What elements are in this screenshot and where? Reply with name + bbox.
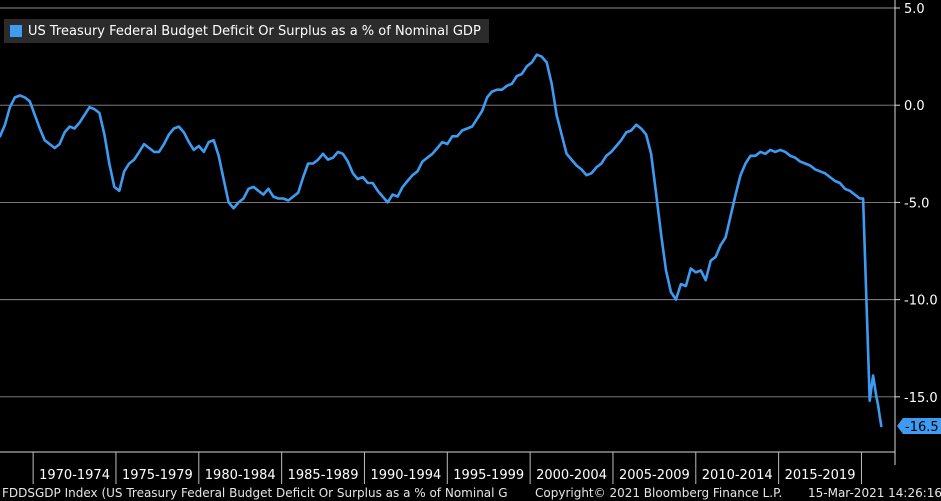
y-tick-label: 0.0 xyxy=(904,99,925,114)
legend-label: US Treasury Federal Budget Deficit Or Su… xyxy=(28,23,481,39)
x-tick-label: 1985-1989 xyxy=(288,468,359,483)
last-value-tag xyxy=(897,418,941,434)
y-axis: 5.0 0.0 -5.0 -10.0 -15.0 xyxy=(894,0,938,465)
x-tick-label: 1995-1999 xyxy=(453,468,524,483)
x-axis: 1970-1974 1975-1979 1980-1984 1985-1989 1990… xyxy=(0,451,895,484)
footer: FDDSGDP Index (US Treasury Federal Budge… xyxy=(0,484,941,501)
x-tick-label: 1990-1994 xyxy=(370,468,441,483)
legend: US Treasury Federal Budget Deficit Or Su… xyxy=(4,19,489,43)
x-tick-label: 1970-1974 xyxy=(39,468,110,483)
legend-swatch xyxy=(10,25,22,37)
last-value-label: -16.5 xyxy=(897,418,941,435)
x-tick-label: 2000-2004 xyxy=(536,468,607,483)
footer-index: FDDSGDP Index (US Treasury Federal Budge… xyxy=(2,486,508,500)
footer-timestamp: 15-Mar-2021 14:26:16 xyxy=(808,486,941,500)
x-tick-label: 2010-2014 xyxy=(702,468,773,483)
x-tick-label: 2015-2019 xyxy=(785,468,856,483)
x-tick-label: 1975-1979 xyxy=(122,468,193,483)
y-tick-label: -5.0 xyxy=(904,196,929,211)
gridlines xyxy=(0,7,895,398)
y-tick-label: -15.0 xyxy=(904,391,938,406)
x-tick-label: 2005-2009 xyxy=(619,468,690,483)
chart-area: 1970-1974 1975-1979 1980-1984 1985-1989 1990… xyxy=(0,0,941,484)
x-tick-label: 1980-1984 xyxy=(205,468,276,483)
series-line xyxy=(0,53,883,428)
footer-copyright: Copyright© 2021 Bloomberg Finance L.P. xyxy=(535,486,783,500)
y-tick-label: 5.0 xyxy=(904,2,925,17)
y-tick-label: -10.0 xyxy=(904,294,938,309)
last-value-text: -16.5 xyxy=(905,420,939,435)
